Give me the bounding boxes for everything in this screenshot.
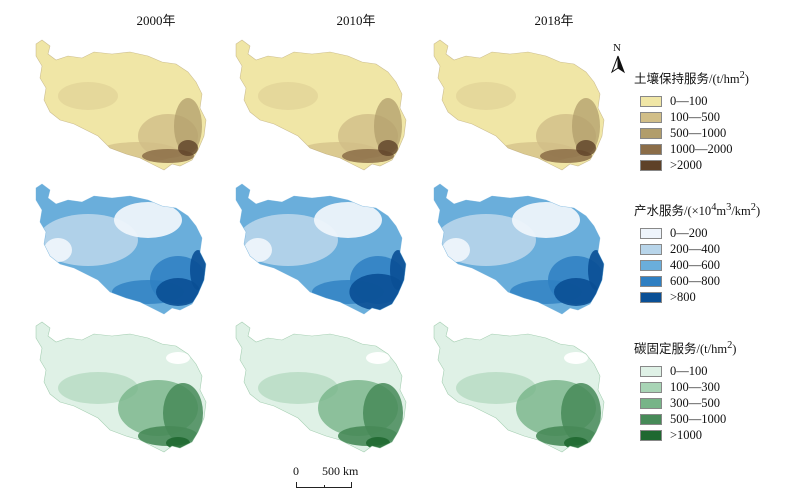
legend-label: 400—600 (670, 257, 720, 272)
map-plateau-shape (433, 183, 605, 315)
map-plateau-shape (235, 39, 407, 171)
legend-item: 0—100 (640, 93, 749, 109)
legend-swatch (640, 413, 662, 425)
legend-swatch (640, 365, 662, 377)
north-arrow-icon (610, 55, 626, 74)
scale-bar-tick (324, 485, 325, 488)
legend-item: 400—600 (640, 257, 760, 273)
map-water-2018 (426, 180, 616, 320)
legend-swatch (640, 243, 662, 255)
legend-swatch (640, 381, 662, 393)
legend-swatch (640, 429, 662, 441)
scale-bar: 0 500 km (293, 462, 371, 492)
map-plateau-shape (35, 39, 207, 171)
legend-item: 0—100 (640, 363, 736, 379)
legend-item: 500—1000 (640, 411, 736, 427)
legend-item: 100—500 (640, 109, 749, 125)
map-water-2010 (228, 180, 418, 320)
map-plateau-shape (35, 183, 207, 315)
year-label-2018: 2018年 (534, 13, 574, 28)
legend-label: 100—500 (670, 109, 720, 124)
legend-swatch (640, 159, 662, 171)
legend-swatch (640, 259, 662, 271)
legend-item: >2000 (640, 157, 749, 173)
legend-swatch (640, 111, 662, 123)
legend-water: 产水服务/(×104m3/km2) 0—200 200—400 400—600 600… (634, 200, 760, 305)
map-plateau-shape (433, 39, 605, 171)
legend-item: >800 (640, 289, 760, 305)
legend-label: 200—400 (670, 241, 720, 256)
map-carbon-2000 (28, 318, 218, 458)
legend-label: 300—500 (670, 395, 720, 410)
legend-item: 500—1000 (640, 125, 749, 141)
legend-soil: 土壤保持服务/(t/hm2) 0—100 100—500 500—1000 1000—… (634, 68, 749, 173)
map-plateau-shape (235, 321, 407, 453)
legend-carbon-title: 碳固定服务/(t/hm2) (634, 339, 737, 356)
legend-label: 500—1000 (670, 411, 727, 426)
legend-carbon: 碳固定服务/(t/hm2) 0—100 100—300 300—500 500—100… (634, 338, 736, 443)
legend-label: 600—800 (670, 273, 720, 288)
legend-swatch (640, 227, 662, 239)
legend-label: >2000 (670, 157, 703, 172)
map-soil-2010 (228, 36, 418, 176)
map-water-2000 (28, 180, 218, 320)
legend-swatch (640, 275, 662, 287)
legend-item: >1000 (640, 427, 736, 443)
scale-label: 500 km (322, 464, 359, 478)
north-arrow: N (608, 42, 628, 76)
legend-item: 100—300 (640, 379, 736, 395)
legend-item: 600—800 (640, 273, 760, 289)
legend-label: >800 (670, 289, 696, 304)
map-plateau-shape (235, 183, 407, 315)
year-label-2010: 2010年 (336, 13, 376, 28)
legend-label: 0—200 (670, 225, 708, 240)
legend-item: 0—200 (640, 225, 760, 241)
north-label: N (613, 42, 621, 54)
legend-label: 500—1000 (670, 125, 727, 140)
legend-swatch (640, 127, 662, 139)
legend-label: >1000 (670, 427, 703, 442)
legend-label: 0—100 (670, 363, 708, 378)
legend-item: 200—400 (640, 241, 760, 257)
legend-swatch (640, 291, 662, 303)
legend-swatch (640, 143, 662, 155)
legend-water-title: 产水服务/(×104m3/km2) (634, 201, 761, 218)
legend-label: 0—100 (670, 93, 708, 108)
legend-label: 1000—2000 (670, 141, 733, 156)
map-soil-2000 (28, 36, 218, 176)
map-carbon-2018 (426, 318, 616, 458)
legend-item: 1000—2000 (640, 141, 749, 157)
map-soil-2018 (426, 36, 616, 176)
legend-soil-title: 土壤保持服务/(t/hm2) (634, 69, 749, 86)
scale-zero: 0 (293, 464, 299, 478)
map-carbon-2010 (228, 318, 418, 458)
legend-item: 300—500 (640, 395, 736, 411)
legend-swatch (640, 397, 662, 409)
year-label-2000: 2000年 (136, 13, 176, 28)
legend-label: 100—300 (670, 379, 720, 394)
legend-swatch (640, 95, 662, 107)
map-plateau-shape (433, 321, 605, 453)
map-plateau-shape (35, 321, 207, 453)
